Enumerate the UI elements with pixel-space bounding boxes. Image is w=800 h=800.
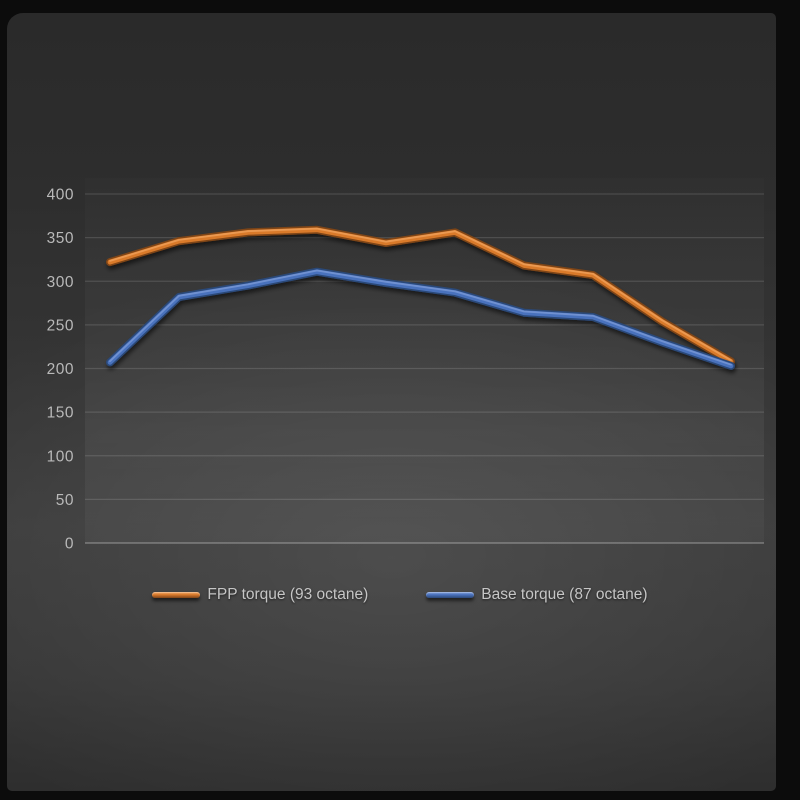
legend-item-base: Base torque (87 octane) bbox=[426, 586, 648, 604]
legend-swatch-fpp-icon bbox=[152, 592, 201, 598]
legend-label-base: Base torque (87 octane) bbox=[481, 586, 648, 603]
legend-label-fpp: FPP torque (93 octane) bbox=[207, 586, 369, 603]
legend-item-fpp: FPP torque (93 octane) bbox=[152, 586, 368, 604]
legend-swatch-base-icon bbox=[426, 592, 475, 598]
chart-panel bbox=[7, 13, 776, 791]
chart-legend: FPP torque (93 octane) Base torque (87 o… bbox=[0, 586, 800, 604]
